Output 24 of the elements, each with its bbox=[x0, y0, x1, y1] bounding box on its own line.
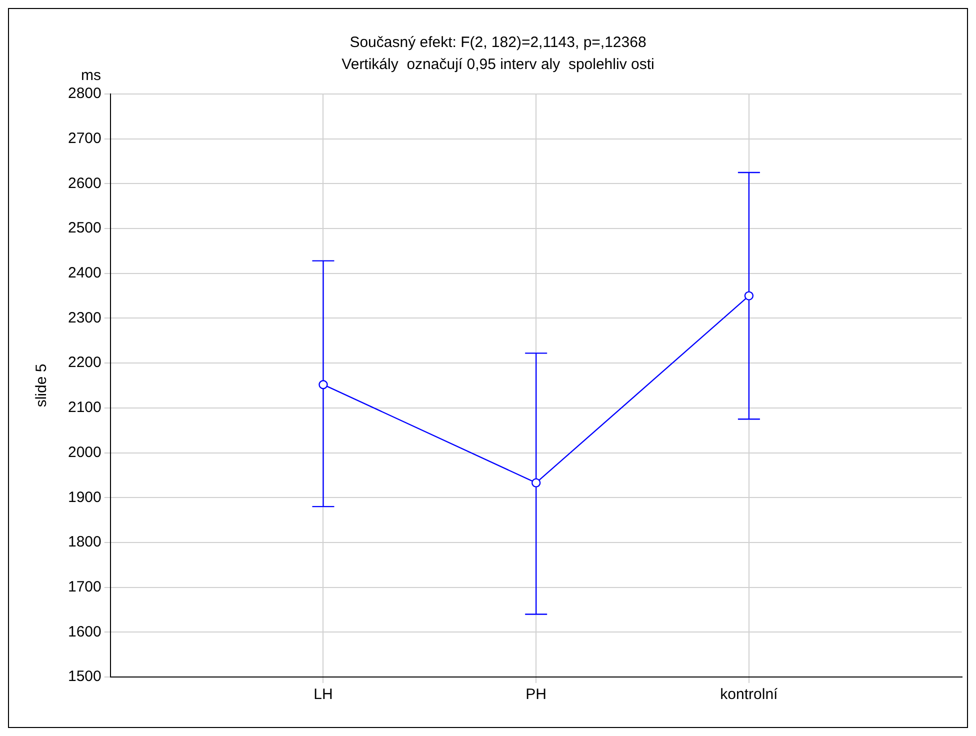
y-tick-label: 1700 bbox=[68, 578, 102, 596]
point bbox=[318, 380, 328, 390]
y-tick-label: 2000 bbox=[68, 444, 102, 461]
y-tick-label: 1500 bbox=[68, 668, 102, 686]
y-tick-label: 2400 bbox=[68, 264, 102, 282]
y-tick-label: 2300 bbox=[68, 309, 102, 326]
x-tick-label: LH bbox=[314, 686, 333, 704]
y-axis-title: slide 5 bbox=[33, 364, 50, 408]
chart-title: Současný efekt: F(2, 182)=2,1143, p=,12368 bbox=[350, 34, 646, 52]
y-tick-label: 2500 bbox=[68, 220, 102, 237]
point bbox=[744, 291, 754, 300]
point bbox=[531, 478, 541, 488]
y-tick-label: 2600 bbox=[68, 174, 102, 192]
y-tick-label: 1800 bbox=[68, 534, 102, 551]
y-tick-label: 1600 bbox=[68, 623, 102, 640]
y-tick-label: 1900 bbox=[68, 488, 102, 506]
y-tick-label: 2200 bbox=[68, 354, 102, 372]
y-tick-label: 2700 bbox=[68, 130, 102, 147]
y-tick-label: 2100 bbox=[68, 399, 102, 416]
text: ms bbox=[81, 67, 101, 84]
chart-subtitle: Vertikály označují 0,95 interv aly spolehliv osti bbox=[342, 56, 654, 74]
x-tick-label: PH bbox=[526, 686, 547, 704]
x-tick-label: kontrolní bbox=[720, 686, 779, 704]
y-tick-label: 2800 bbox=[68, 85, 102, 102]
